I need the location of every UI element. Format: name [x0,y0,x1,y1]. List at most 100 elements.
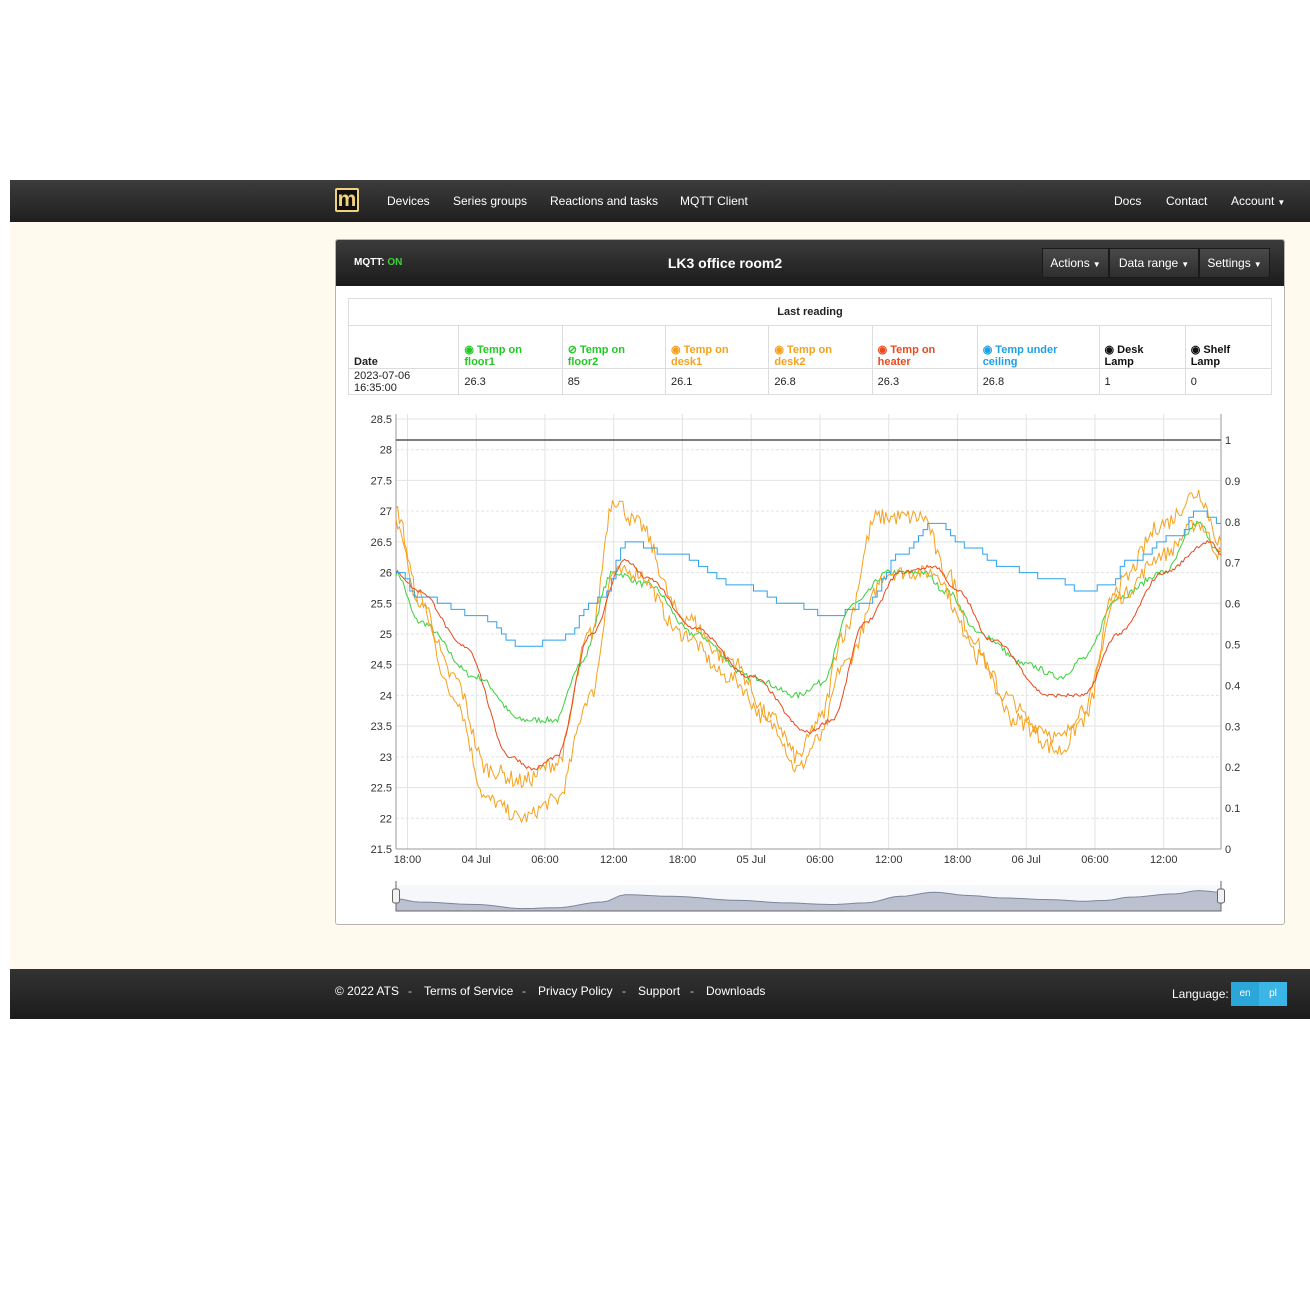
footer-separator: - [690,984,694,998]
series-line-4 [396,510,1221,647]
app-logo[interactable]: m [335,188,359,212]
y-right-tick-label: 0.5 [1225,640,1240,652]
caret-down-icon: ▼ [1092,260,1101,269]
column-header-4[interactable]: ◉ Temp on heater [871,325,978,369]
eye-icon[interactable]: ◉ [774,344,784,356]
navigator-series-area [395,890,1222,912]
y-right-tick-label: 0.4 [1225,680,1240,692]
account-label: Account [1231,194,1275,208]
x-tick-label: 06:00 [1081,854,1109,866]
y-right-tick-label: 0 [1225,844,1231,856]
column-header-line1: Temp on [786,344,832,356]
column-header-line2: floor2 [567,356,599,368]
y-left-tick-label: 22 [380,813,392,825]
column-header-line1: Temp on [579,344,625,356]
column-header-1[interactable]: ⊘ Temp on floor2 [561,325,666,369]
eye-slash-icon[interactable]: ⊘ [567,344,577,356]
eye-icon[interactable]: ◉ [464,344,474,356]
footer-terms-link[interactable]: Terms of Service [424,984,514,998]
nav-docs[interactable]: Docs [1114,194,1142,208]
table-row: 2023-07-06 16:35:00 26.3 85 26.1 26.8 26.3 26… [347,368,1273,395]
nav-contact[interactable]: Contact [1166,194,1208,208]
language-pl-button[interactable]: pl [1259,982,1287,1006]
top-navbar: m Devices Series groups Reactions and ta… [10,180,1310,222]
x-tick-label: 06:00 [531,854,559,866]
column-header-2[interactable]: ◉ Temp on desk1 [664,325,770,369]
actions-dropdown-button[interactable]: Actions ▼ [1042,248,1109,278]
x-tick-label: 18:00 [944,854,972,866]
column-header-7[interactable]: ◉ Shelf Lamp [1184,325,1273,369]
reading-value: 26.1 [664,368,770,395]
y-right-tick-label: 0.2 [1225,762,1240,774]
date-header: Date [347,325,460,369]
y-right-tick-label: 0.6 [1225,599,1240,611]
y-right-tick-label: 1 [1225,435,1231,447]
navigator-background [396,885,1221,911]
column-header-5[interactable]: ◉ Temp under ceiling [976,325,1100,369]
eye-icon[interactable]: ◉ [877,344,888,356]
data-range-dropdown-button[interactable]: Data range ▼ [1109,248,1199,278]
y-left-tick-label: 21.5 [371,844,392,856]
reading-value: 85 [561,368,666,395]
footer: © 2022 ATS - Terms of Service - Privacy … [10,969,1310,1019]
nav-reactions-and-tasks[interactable]: Reactions and tasks [550,194,659,208]
y-left-tick-label: 28.5 [371,414,392,426]
navigator-left-handle[interactable] [392,888,400,904]
y-left-tick-label: 27.5 [371,475,392,487]
y-left-tick-label: 25.5 [371,598,392,610]
x-tick-label: 05 Jul [737,854,766,866]
footer-downloads-link[interactable]: Downloads [706,984,766,998]
footer-copyright: © 2022 ATS [335,984,399,998]
column-header-line2: ceiling [982,356,1018,368]
data-range-label: Data range [1118,256,1179,270]
mqtt-status: MQTT: ON [354,257,402,268]
nav-mqtt-client[interactable]: MQTT Client [680,194,748,208]
column-header-line2: Lamp [1190,356,1221,368]
panel-header: MQTT: ON LK3 office room2 Actions ▼ Data … [336,240,1284,286]
column-header-line1: Temp on [476,344,522,356]
column-header-line1: Temp on [890,344,936,356]
nav-account-dropdown[interactable]: Account ▼ [1231,194,1285,208]
column-header-0[interactable]: ◉ Temp on floor1 [458,325,563,369]
column-header-line1: Temp under [995,344,1058,356]
device-title: LK3 office room2 [667,255,783,271]
nav-devices[interactable]: Devices [387,194,430,208]
column-header-3[interactable]: ◉ Temp on desk2 [768,325,873,369]
eye-icon[interactable]: ◉ [1104,344,1115,356]
series-line-1 [395,518,1222,824]
y-left-tick-label: 22.5 [371,783,392,795]
reading-date: 2023-07-06 16:35:00 [347,368,460,395]
language-label: Language: [1172,987,1229,1001]
x-tick-label: 06 Jul [1012,854,1041,866]
column-header-line1: Shelf [1203,344,1231,356]
column-header-line2: Lamp [1104,356,1134,368]
caret-down-icon: ▼ [1277,198,1286,207]
nav-series-groups[interactable]: Series groups [453,194,528,208]
footer-privacy-link[interactable]: Privacy Policy [538,984,613,998]
y-right-tick-label: 0.1 [1225,803,1240,815]
column-header-line2: floor1 [464,356,495,368]
y-left-tick-label: 24 [380,690,392,702]
eye-icon[interactable]: ◉ [982,344,993,356]
caret-down-icon: ▼ [1181,260,1190,269]
eye-icon[interactable]: ◉ [670,344,681,356]
y-right-tick-label: 0.8 [1225,517,1240,529]
settings-dropdown-button[interactable]: Settings ▼ [1199,248,1270,278]
language-en-button[interactable]: en [1231,982,1259,1006]
column-header-6[interactable]: ◉ Desk Lamp [1098,325,1186,369]
navigator-right-handle[interactable] [1217,888,1225,904]
y-left-tick-label: 23.5 [371,721,392,733]
reading-value: 1 [1098,368,1186,395]
column-header-line2: desk2 [774,356,806,368]
device-panel: MQTT: ON LK3 office room2 Actions ▼ Data … [335,239,1285,925]
x-tick-label: 12:00 [1150,854,1178,866]
eye-icon[interactable]: ◉ [1190,344,1201,356]
column-header-line1: Temp on [683,344,729,356]
table-caption: Last reading [348,298,1272,326]
footer-support-link[interactable]: Support [638,984,681,998]
y-right-tick-label: 0.9 [1225,476,1240,488]
reading-value: 26.8 [976,368,1100,395]
reading-value: 26.8 [768,368,873,395]
x-tick-label: 06:00 [806,854,834,866]
y-right-tick-label: 0.3 [1225,721,1240,733]
